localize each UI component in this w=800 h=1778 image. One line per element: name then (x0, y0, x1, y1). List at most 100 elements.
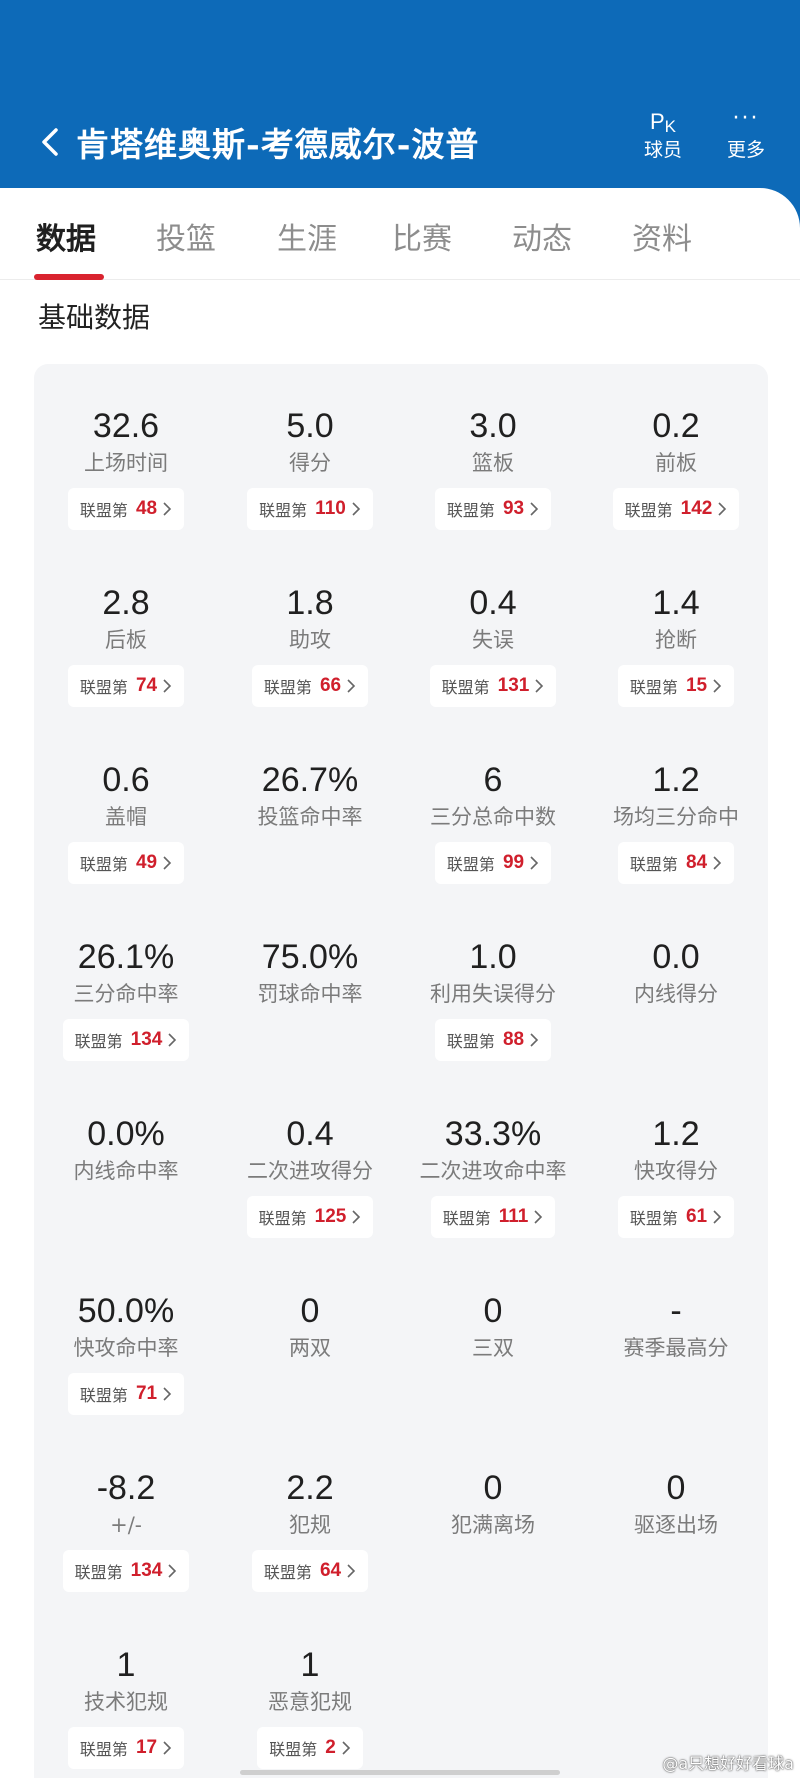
stat-label: 失误 (472, 628, 514, 652)
stat-cell: 2.2 犯规联盟第 64 (218, 1466, 402, 1592)
tab-news[interactable]: 动态 (512, 222, 572, 257)
stat-label: 得分 (289, 451, 331, 475)
stat-value: 1 (116, 1646, 136, 1684)
rank-prefix: 联盟第 (79, 1386, 128, 1405)
league-rank-button[interactable]: 联盟第 84 (617, 842, 735, 884)
stat-cell: 1.0 利用失误得分 联盟第 88 (401, 935, 585, 1061)
stat-value: 5.0 (286, 407, 334, 445)
league-rank-button[interactable]: 联盟第 74 (67, 665, 185, 707)
stat-cell: 1.4 抢断联盟第 15 (584, 581, 768, 707)
stat-value: 1.8 (286, 584, 334, 622)
rank-prefix: 联盟第 (629, 855, 678, 874)
stat-value: 75.0% (261, 938, 359, 976)
league-rank-button[interactable]: 联盟第 49 (67, 842, 185, 884)
rank-number: 17 (135, 1737, 158, 1758)
chevron-right-icon (163, 856, 172, 870)
rank-prefix: 联盟第 (269, 1740, 318, 1759)
league-rank-button[interactable]: 联盟第 125 (246, 1196, 374, 1238)
chevron-right-icon (352, 1210, 361, 1224)
stat-value: 1.4 (652, 584, 700, 622)
chevron-right-icon (713, 1210, 722, 1224)
stat-label: 犯规 (289, 1513, 331, 1537)
more-label: 更多 (726, 139, 765, 161)
league-rank-button[interactable]: 联盟第 66 (251, 665, 369, 707)
league-rank-button[interactable]: 联盟第 48 (67, 488, 185, 530)
stat-cell: 2.8 后板 联盟第 74 (34, 581, 218, 707)
chevron-right-icon (163, 502, 172, 516)
tab-career[interactable]: 生涯 (277, 222, 337, 257)
league-rank-button[interactable]: 联盟第 88 (434, 1019, 552, 1061)
stat-cell: 1.2 快攻得分 联盟第 61 (584, 1112, 768, 1238)
chevron-right-icon (530, 1033, 539, 1047)
section-title: 基础数据 (38, 301, 151, 334)
tab-games[interactable]: 比赛 (392, 222, 452, 257)
stat-label: 三双 (472, 1336, 514, 1360)
rank-number: 110 (315, 498, 346, 519)
stat-label: 利用失误得分 (430, 982, 556, 1006)
stat-value: 0 (483, 1292, 503, 1330)
league-rank-button[interactable]: 联盟第 110 (247, 488, 373, 530)
stat-label: 后板 (105, 628, 147, 652)
stat-label: 技术犯规 (84, 1690, 168, 1714)
league-rank-button[interactable]: 联盟第 131 (429, 665, 557, 707)
rank-prefix: 联盟第 (629, 1209, 678, 1228)
league-rank-button[interactable]: 联盟第 99 (434, 842, 552, 884)
rank-prefix: 联盟第 (624, 501, 673, 520)
chevron-right-icon (713, 679, 722, 693)
tab-data[interactable]: 数据 (36, 222, 96, 257)
rank-number: 142 (680, 498, 713, 519)
chevron-right-icon (168, 1564, 177, 1578)
rank-prefix: 联盟第 (446, 501, 495, 520)
league-rank-button[interactable]: 联盟第 111 (430, 1196, 556, 1238)
pk-button[interactable]: PK 球员 (627, 108, 699, 174)
league-rank-button[interactable]: 联盟第 15 (617, 665, 735, 707)
stat-label: 快攻得分 (634, 1159, 718, 1183)
stat-label: 内线得分 (634, 982, 718, 1006)
stat-cell: 0 犯满离场 (401, 1466, 585, 1540)
stat-value: 0.2 (652, 407, 700, 445)
chevron-right-icon (342, 1741, 350, 1755)
stat-label: 赛季最高分 (623, 1336, 729, 1360)
rank-prefix: 联盟第 (79, 855, 128, 874)
more-dots-icon: ··· (732, 106, 760, 131)
stat-cell: 0.6 盖帽 联盟第 49 (34, 758, 218, 884)
stat-cell: 0.0% 内线命中率 (34, 1112, 218, 1186)
league-rank-button[interactable]: 联盟第 142 (612, 488, 740, 530)
stat-label: 前板 (655, 451, 697, 475)
stat-cell: 3.0 篮板 联盟第 93 (401, 404, 585, 530)
stat-label: 驱逐出场 (634, 1513, 718, 1537)
stat-cell: - 赛季最高分 (584, 1289, 768, 1363)
stat-label: 盖帽 (105, 805, 147, 829)
stat-label: 内线命中率 (73, 1159, 179, 1183)
league-rank-button[interactable]: 联盟第 134 (62, 1019, 190, 1061)
league-rank-button[interactable]: 联盟第 17 (67, 1727, 185, 1769)
tab-profile[interactable]: 资料 (632, 222, 692, 257)
league-rank-button[interactable]: 联盟第 93 (434, 488, 552, 530)
stat-cell: 6 三分总命中数 联盟第 99 (401, 758, 585, 884)
tab-shooting[interactable]: 投篮 (156, 222, 216, 257)
stat-cell: 5.0 得分联盟第 110 (218, 404, 402, 530)
stat-cell: 0 两双 (218, 1289, 402, 1363)
rank-number: 61 (685, 1206, 708, 1227)
stat-cell: 1.8 助攻联盟第 66 (218, 581, 402, 707)
league-rank-button[interactable]: 联盟第 71 (67, 1373, 185, 1415)
stat-label: 二次进攻命中率 (419, 1159, 567, 1183)
stat-label: 助攻 (289, 628, 331, 652)
stat-value: 2.2 (286, 1469, 334, 1507)
rank-number: 111 (498, 1206, 529, 1227)
stat-label: 投篮命中率 (257, 805, 363, 829)
rank-number: 74 (135, 675, 158, 696)
stat-value: 6 (483, 761, 503, 799)
stat-label: 抢断 (655, 628, 697, 652)
more-button[interactable]: ··· 更多 (710, 108, 782, 174)
league-rank-button[interactable]: 联盟第 2 (257, 1727, 363, 1769)
stat-value: 0 (666, 1469, 686, 1507)
league-rank-button[interactable]: 联盟第 61 (617, 1196, 735, 1238)
league-rank-button[interactable]: 联盟第 64 (251, 1550, 369, 1592)
stat-label: +/- (110, 1513, 142, 1537)
pk-label: 球员 (643, 139, 682, 161)
stat-value: 0.4 (469, 584, 517, 622)
league-rank-button[interactable]: 联盟第 134 (62, 1550, 190, 1592)
chevron-right-icon (168, 1033, 177, 1047)
back-button[interactable] (34, 122, 66, 162)
